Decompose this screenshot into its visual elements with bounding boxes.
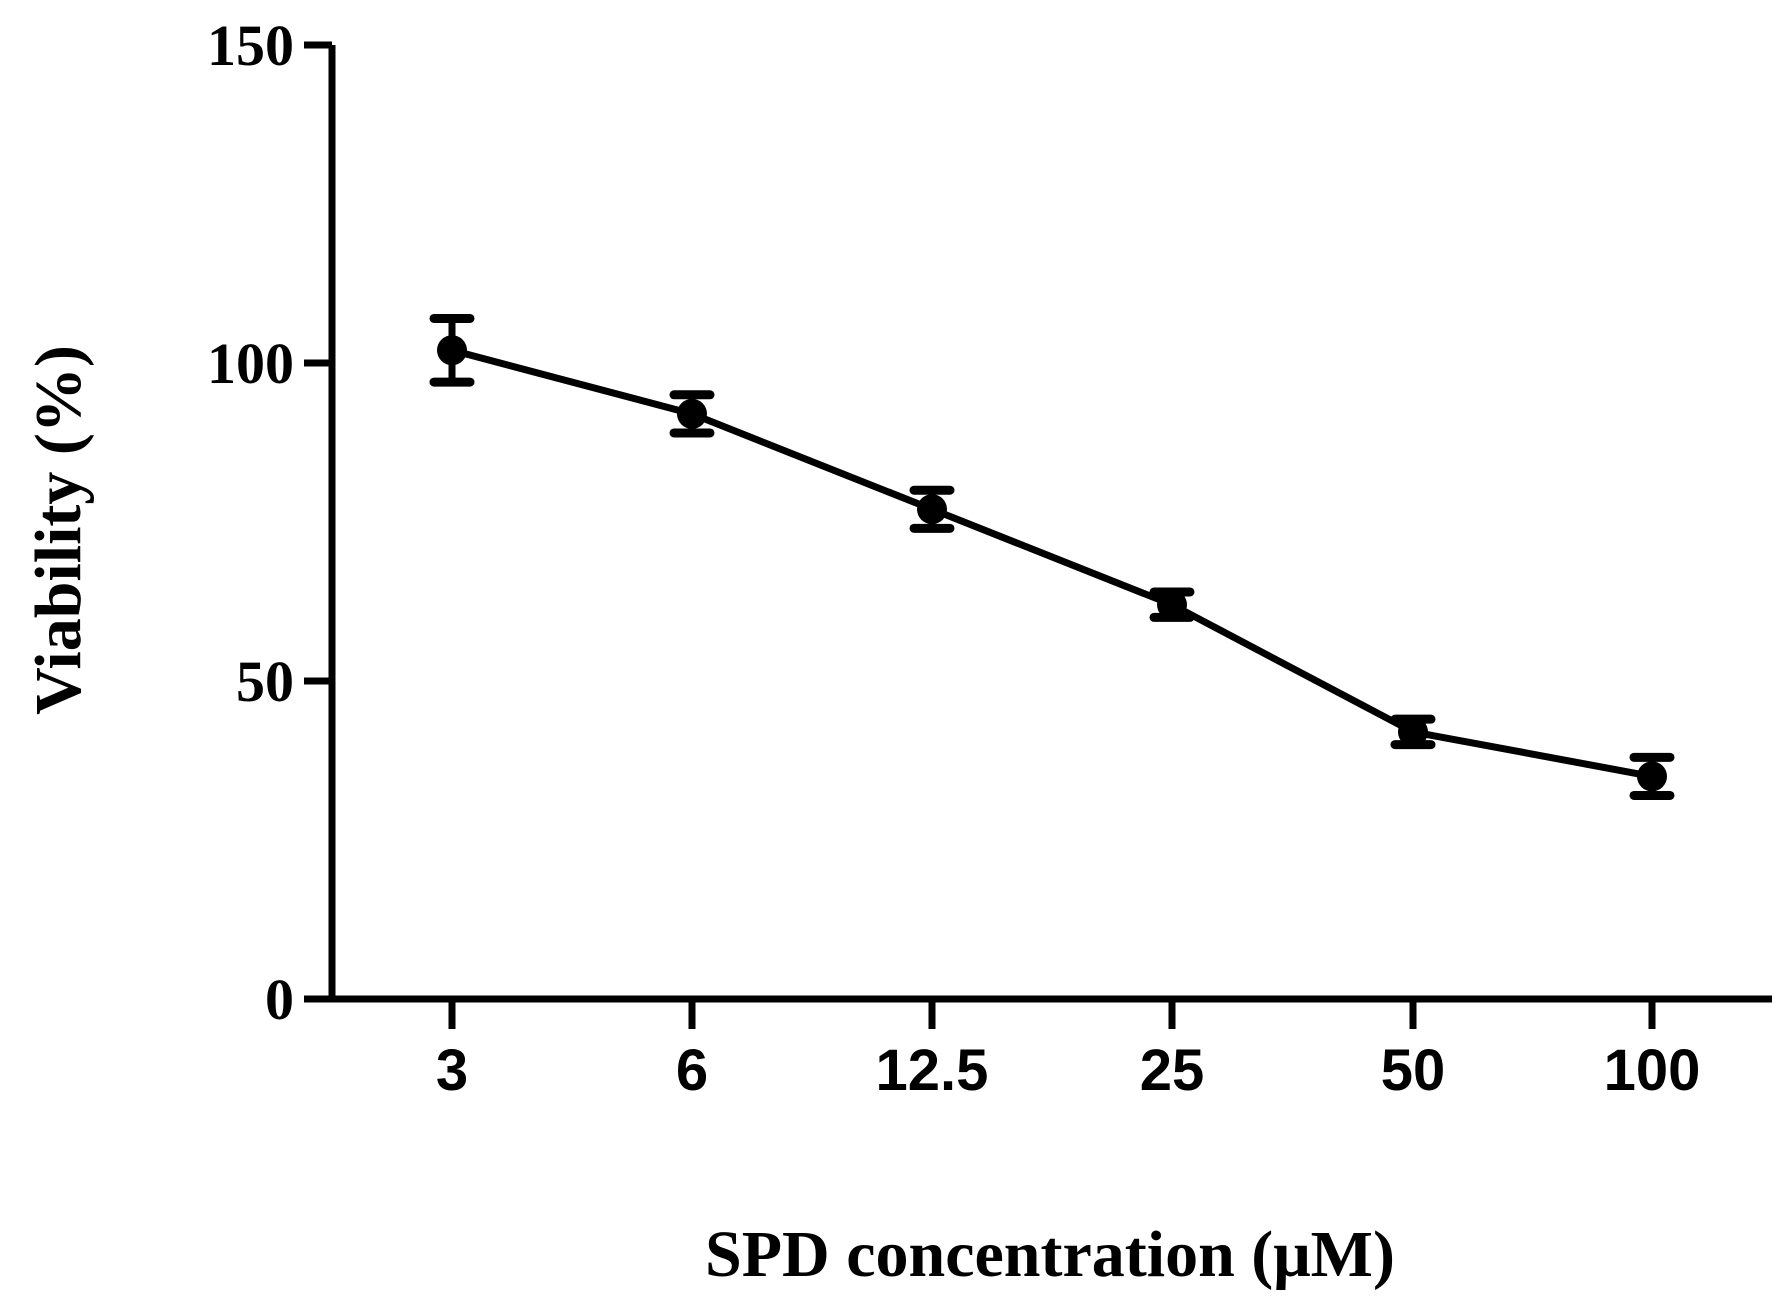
data-point: [1637, 761, 1667, 792]
x-tick-label: 12.5: [876, 1038, 989, 1103]
data-point-group: [1629, 752, 1675, 800]
data-point-group: [669, 390, 715, 438]
y-tick-label: 150: [207, 13, 294, 78]
data-point: [917, 494, 947, 525]
data-point-group: [1149, 587, 1195, 622]
x-tick-label: 3: [436, 1038, 468, 1103]
y-ticks: 0 50 100 150: [207, 13, 332, 1032]
data-point-group: [1390, 714, 1436, 750]
x-ticks: 3 6 12.5 25 50 100: [436, 999, 1701, 1103]
x-axis-title: SPD concentration (μM): [705, 1218, 1395, 1291]
data-point-group: [909, 485, 955, 533]
y-axis-title: Viability (%): [22, 345, 95, 715]
series: [429, 313, 1675, 800]
data-point: [1398, 716, 1428, 747]
data-point: [1157, 589, 1187, 620]
data-point: [677, 398, 707, 429]
data-point: [437, 335, 467, 366]
x-tick-label: 100: [1604, 1038, 1701, 1103]
series-line: [451, 346, 1653, 780]
data-point-group: [429, 313, 475, 387]
axes: [328, 45, 1772, 1003]
x-tick-label: 6: [676, 1038, 708, 1103]
x-tick-label: 50: [1381, 1038, 1446, 1103]
x-tick-label: 25: [1140, 1038, 1205, 1103]
y-tick-label: 100: [207, 331, 294, 396]
y-tick-label: 50: [236, 649, 294, 714]
y-tick-label: 0: [265, 967, 294, 1032]
